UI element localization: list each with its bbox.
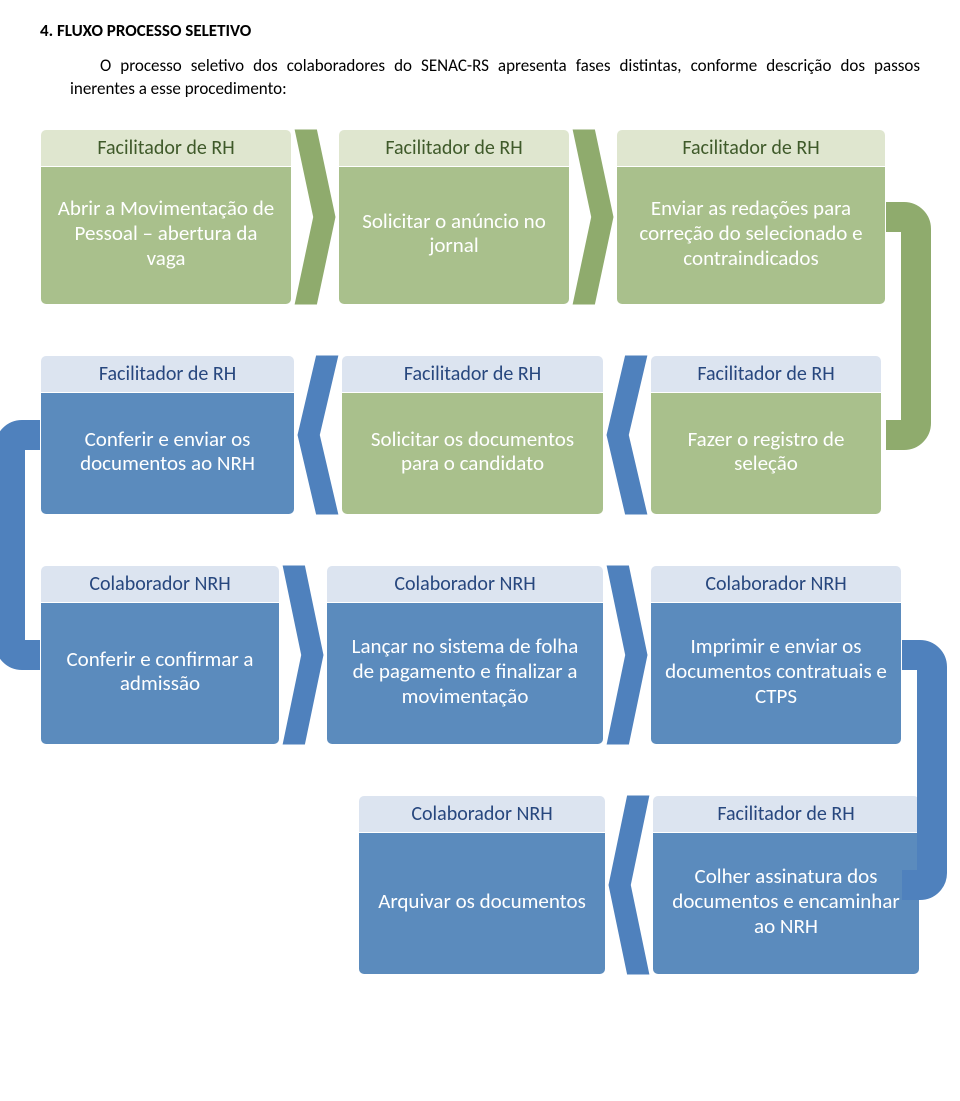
flow-card: Colaborador NRHConferir e confirmar a ad…	[40, 565, 280, 745]
flow-card: Colaborador NRHLançar no sistema de folh…	[326, 565, 604, 745]
flow-card: Colaborador NRHImprimir e enviar os docu…	[650, 565, 902, 745]
flow-card-body: Colher assinatura dos documentos e encam…	[653, 833, 919, 974]
section-heading: 4. FLUXO PROCESSO SELETIVO	[40, 20, 920, 41]
flow-row: Facilitador de RHAbrir a Movimentação de…	[40, 129, 920, 305]
flow-card-header: Facilitador de RH	[342, 356, 603, 393]
flow-card-header: Facilitador de RH	[653, 796, 919, 833]
flow-card: Facilitador de RHColher assinatura dos d…	[652, 795, 920, 975]
flow-card-header: Colaborador NRH	[327, 566, 603, 603]
flow-arrow	[604, 355, 650, 515]
flow-card: Facilitador de RHSolicitar o anúncio no …	[338, 129, 570, 305]
flow-card-header: Facilitador de RH	[41, 130, 291, 167]
flow-card: Facilitador de RHAbrir a Movimentação de…	[40, 129, 292, 305]
flow-card-header: Facilitador de RH	[339, 130, 569, 167]
flow-card-body: Arquivar os documentos	[359, 833, 605, 974]
flow-card-header: Colaborador NRH	[359, 796, 605, 833]
flow-card-body: Enviar as redações para correção do sele…	[617, 167, 885, 304]
flow-card-header: Facilitador de RH	[41, 356, 294, 393]
flow-card-header: Facilitador de RH	[617, 130, 885, 167]
flow-card-body: Imprimir e enviar os documentos contratu…	[651, 603, 901, 744]
flow-card: Facilitador de RHEnviar as redações para…	[616, 129, 886, 305]
flow-row: Facilitador de RHConferir e enviar os do…	[40, 355, 920, 515]
flow-arrow	[292, 129, 338, 305]
flow-arrow	[606, 795, 652, 975]
flow-card: Colaborador NRHArquivar os documentos	[358, 795, 606, 975]
flow-arrow	[604, 565, 650, 745]
flow-card: Facilitador de RHFazer o registro de sel…	[650, 355, 882, 515]
intro-paragraph: O processo seletivo dos colaboradores do…	[40, 55, 920, 101]
flow-card-body: Fazer o registro de seleção	[651, 393, 881, 514]
flow-card-body: Conferir e confirmar a admissão	[41, 603, 279, 744]
flow-card-header: Colaborador NRH	[41, 566, 279, 603]
flow-card: Facilitador de RHSolicitar os documentos…	[341, 355, 604, 515]
flow-card-body: Solicitar o anúncio no jornal	[339, 167, 569, 304]
flow-arrow	[280, 565, 326, 745]
flow-card-header: Colaborador NRH	[651, 566, 901, 603]
flow-card-body: Lançar no sistema de folha de pagamento …	[327, 603, 603, 744]
flow-card-header: Facilitador de RH	[651, 356, 881, 393]
flow-diagram: Facilitador de RHAbrir a Movimentação de…	[40, 129, 920, 975]
flow-card-body: Abrir a Movimentação de Pessoal – abertu…	[41, 167, 291, 304]
flow-arrow	[295, 355, 341, 515]
flow-row: Colaborador NRHConferir e confirmar a ad…	[40, 565, 920, 745]
flow-card: Facilitador de RHConferir e enviar os do…	[40, 355, 295, 515]
flow-row: Colaborador NRHArquivar os documentos Fac…	[40, 795, 920, 975]
flow-card-body: Conferir e enviar os documentos ao NRH	[41, 393, 294, 514]
flow-arrow	[570, 129, 616, 305]
flow-card-body: Solicitar os documentos para o candidato	[342, 393, 603, 514]
